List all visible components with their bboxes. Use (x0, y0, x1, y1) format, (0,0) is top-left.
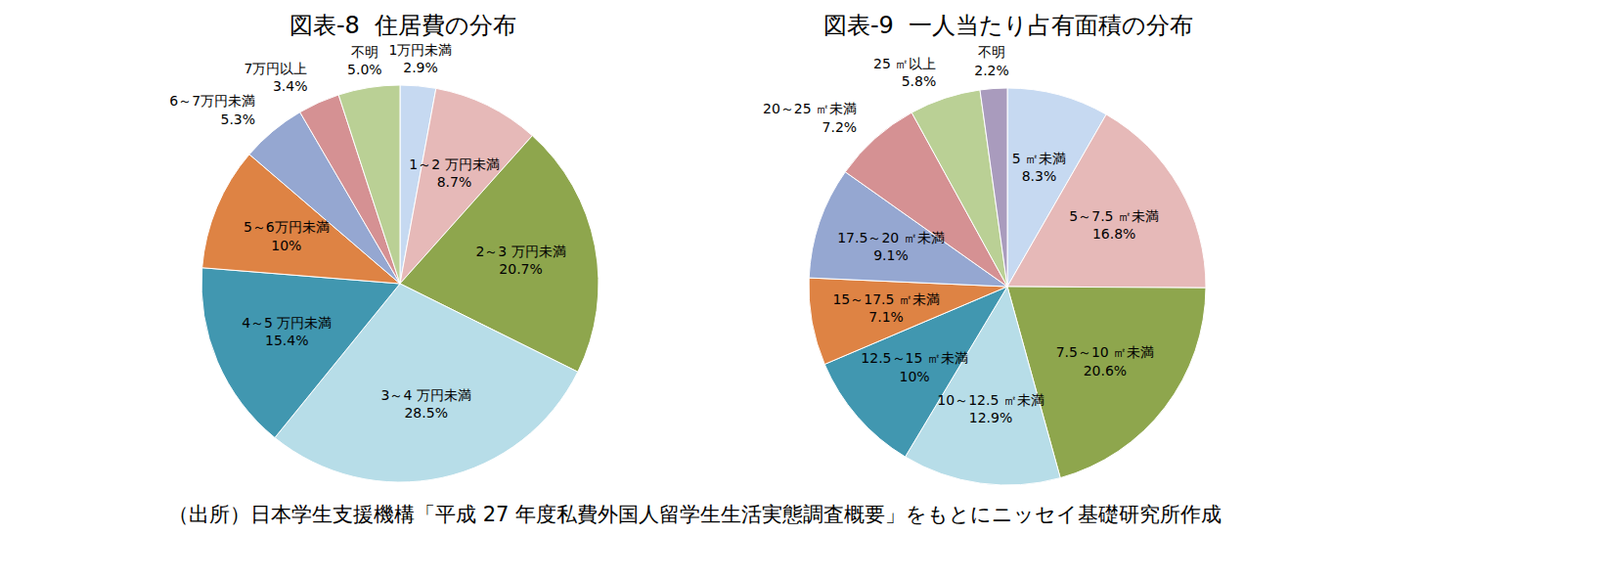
svg-text:5～6万円未満10%: 5～6万円未満10% (243, 219, 330, 253)
svg-text:5 ㎡未満8.3%: 5 ㎡未満8.3% (1012, 150, 1067, 184)
svg-text:不明2.2%: 不明2.2% (974, 44, 1010, 78)
svg-text:7万円以上3.4%: 7万円以上3.4% (244, 60, 309, 94)
svg-text:6～7万円未満5.3%: 6～7万円未満5.3% (169, 92, 256, 127)
svg-text:25 ㎡以上5.8%: 25 ㎡以上5.8% (873, 55, 936, 89)
svg-text:不明5.0%: 不明5.0% (347, 44, 383, 78)
html-text:図表-8 住居費の分布: 図表-8 住居費の分布 (289, 11, 517, 40)
svg-text:12.5～15 ㎡未満10%: 12.5～15 ㎡未満10% (860, 350, 968, 384)
svg-text:3～4 万円未満28.5%: 3～4 万円未満28.5% (381, 387, 472, 421)
svg-text:2～3 万円未満20.7%: 2～3 万円未満20.7% (475, 243, 566, 277)
svg-text:7.5～10 ㎡未満20.6%: 7.5～10 ㎡未満20.6% (1056, 344, 1156, 378)
svg-text:1万円未満2.9%: 1万円未満2.9% (389, 42, 453, 76)
svg-text:4～5 万円未満15.4%: 4～5 万円未満15.4% (241, 314, 332, 349)
svg-text:15～17.5 ㎡未満7.1%: 15～17.5 ㎡未満7.1% (832, 291, 939, 325)
svg-text:17.5～20 ㎡未満9.1%: 17.5～20 ㎡未満9.1% (837, 229, 944, 264)
svg-text:5～7.5 ㎡未満16.8%: 5～7.5 ㎡未満16.8% (1068, 208, 1159, 242)
svg-text:1～2 万円未満8.7%: 1～2 万円未満8.7% (408, 156, 499, 190)
html-text:（出所）日本学生支援機構「平成 27 年度私費外国人留学生生: （出所）日本学生支援機構「平成 27 年度私費外国人留学生生活実態調査概要」をも… (168, 502, 1222, 527)
svg-text:10～12.5 ㎡未満12.9%: 10～12.5 ㎡未満12.9% (936, 392, 1044, 426)
html-text:図表-9 一人当たり占有面積の分布: 図表-9 一人当たり占有面積の分布 (823, 11, 1194, 40)
svg-text:20～25 ㎡未満7.2%: 20～25 ㎡未満7.2% (762, 100, 857, 134)
